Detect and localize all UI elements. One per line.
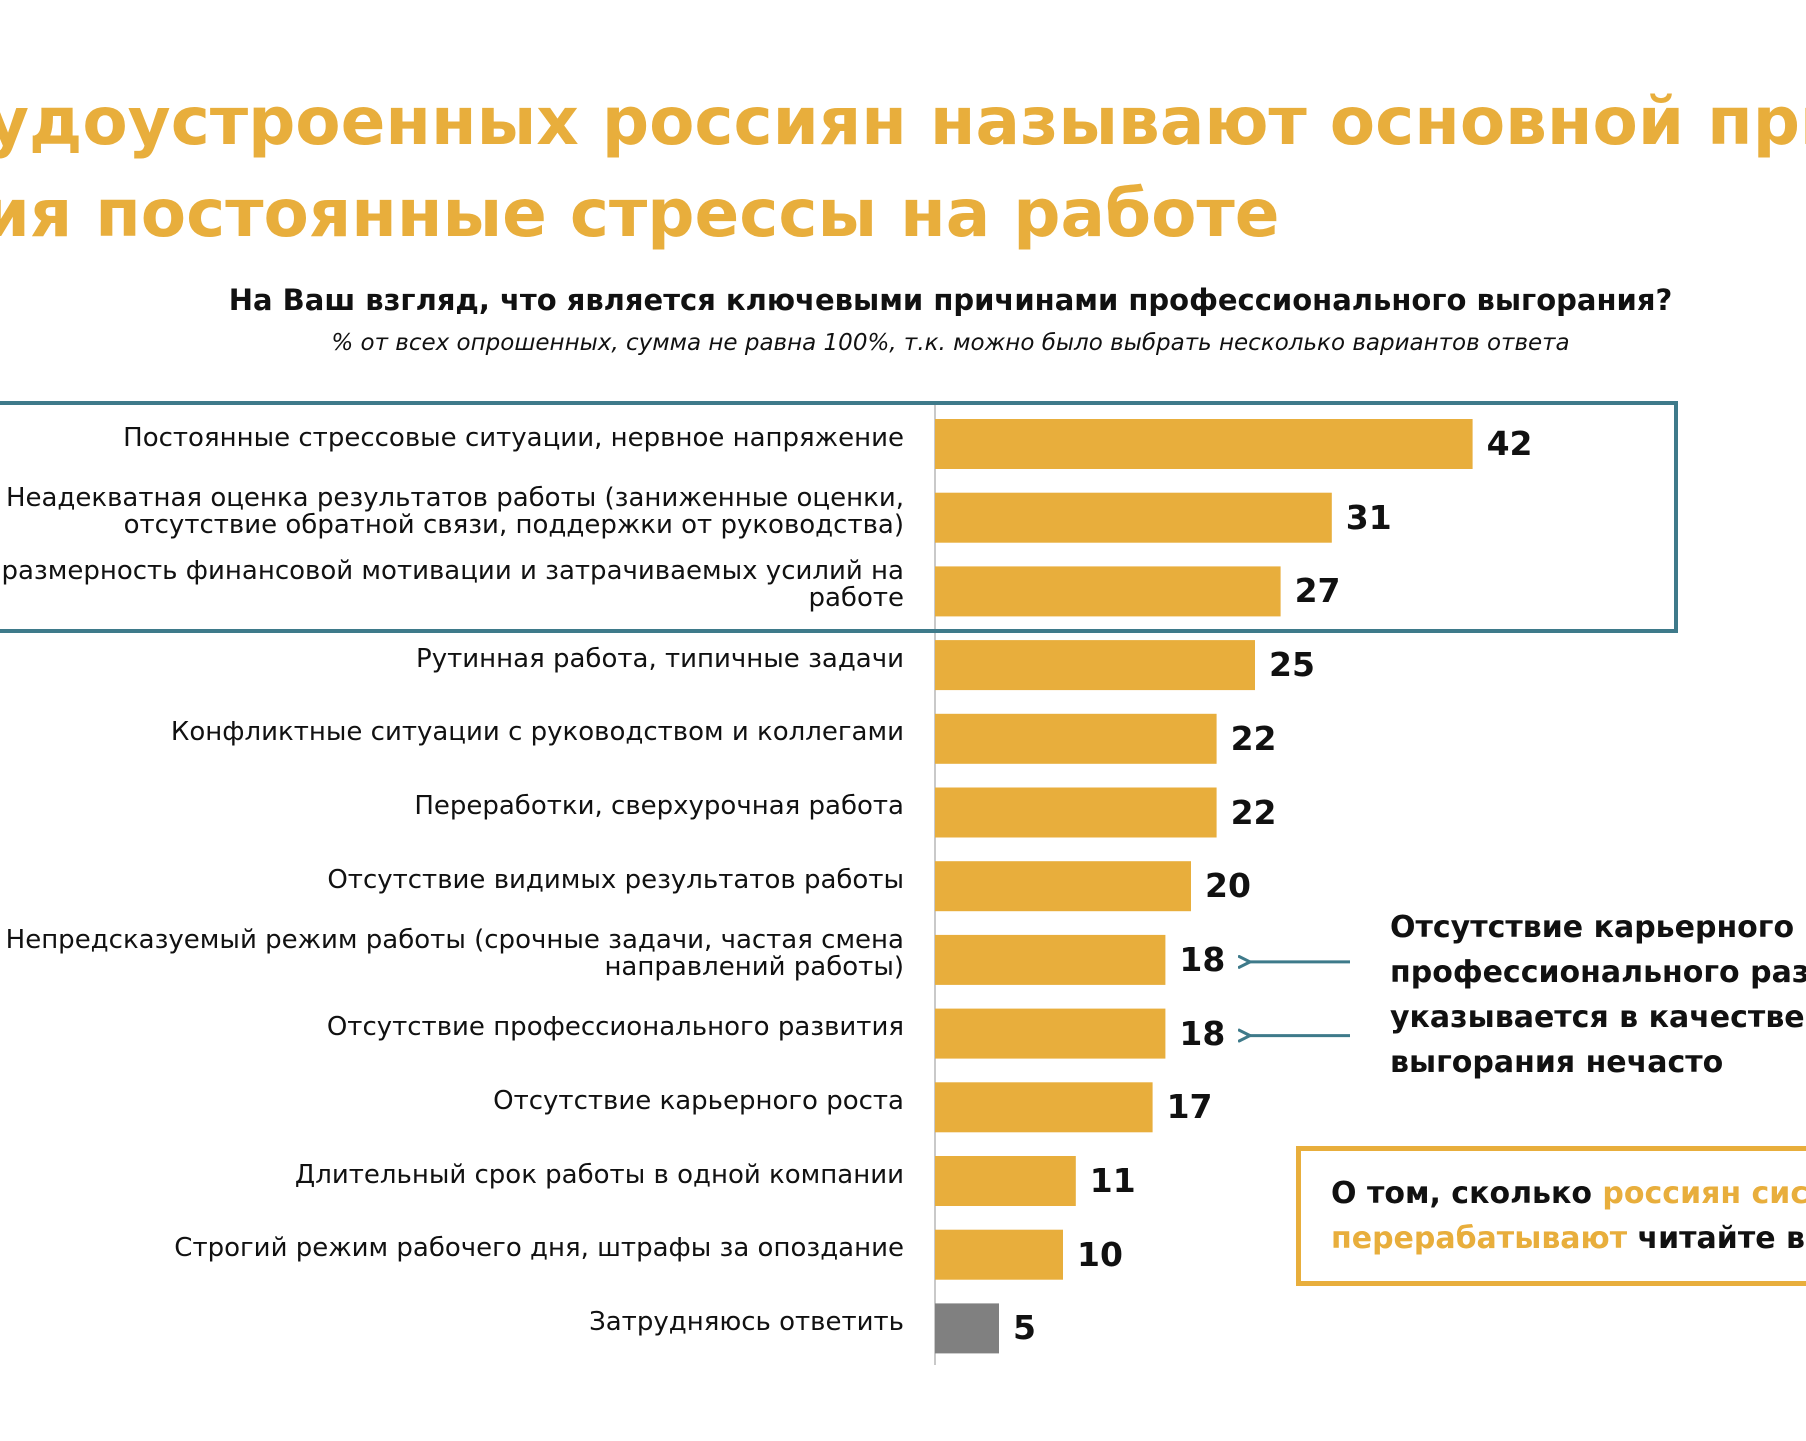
value-label: 25: [1269, 645, 1315, 685]
chart-question: На Ваш взгляд, что является ключевыми пр…: [228, 283, 1673, 317]
bar: [935, 861, 1191, 912]
category-label: Неадекватная оценка результатов работы (…: [5, 482, 904, 540]
category-label: оразмерность финансовой мотивации и затр…: [0, 556, 904, 614]
callout-line: указывается в качестве ф: [1390, 1000, 1806, 1035]
category-label: Строгий режим рабочего дня, штрафы за оп…: [174, 1233, 904, 1264]
value-label: 22: [1230, 718, 1277, 758]
bar: [935, 713, 1217, 764]
callout-text: Отсутствие карьерного ро профессионально…: [1390, 905, 1806, 1085]
category-label: Переработки, сверхурочная работа: [414, 791, 904, 821]
value-label: 27: [1294, 571, 1341, 611]
bar: [935, 1008, 1166, 1059]
value-label: 22: [1230, 792, 1277, 832]
info-highlight: россиян систе: [1602, 1176, 1806, 1211]
bar: [935, 640, 1255, 691]
value-label: 42: [1486, 424, 1533, 463]
bar: [935, 1303, 999, 1354]
headline-line-2: ния постоянные стрессы на работе: [0, 175, 1280, 252]
bar: [935, 1156, 1076, 1206]
category-label: Рутинная работа, типичные задачи: [416, 643, 904, 674]
page-headline: удоустроенных россиян называют основной …: [0, 76, 1806, 260]
category-label: Отсутствие карьерного роста: [493, 1085, 904, 1116]
info-text: читайте в: [1627, 1221, 1806, 1256]
category-label: Отсутствие видимых результатов работы: [327, 864, 904, 895]
value-label: 31: [1345, 497, 1392, 537]
highlight-frame: [0, 401, 1678, 633]
info-box: О том, сколько россиян систе перерабатыва…: [1296, 1146, 1806, 1286]
bar: [935, 492, 1332, 543]
category-label: Затрудняюсь ответить: [589, 1306, 904, 1337]
headline-line-1: удоустроенных россиян называют основной …: [0, 83, 1806, 160]
bar: [935, 787, 1217, 838]
chart-note: % от всех опрошенных, сумма не равна 100…: [331, 330, 1570, 356]
value-label: 5: [1013, 1308, 1036, 1348]
value-label: 17: [1166, 1087, 1213, 1127]
bar: [935, 1229, 1063, 1280]
callout-line: выгорания нечасто: [1390, 1045, 1724, 1080]
bar: [935, 1082, 1153, 1133]
category-label: Непредсказуемый режим работы (срочные за…: [5, 924, 904, 982]
category-label: Отсутствие профессионального развития: [326, 1012, 904, 1043]
category-label: Конфликтные ситуации с руководством и ко…: [170, 717, 904, 748]
value-label: 18: [1179, 939, 1226, 979]
category-label: Длительный срок работы в одной компании: [294, 1159, 904, 1190]
info-text: О том, сколько: [1331, 1176, 1603, 1211]
callout-line: профессионального разви: [1390, 955, 1806, 990]
value-label: 10: [1077, 1234, 1123, 1274]
value-label: 18: [1179, 1013, 1226, 1053]
bar: [935, 934, 1166, 985]
category-label: Постоянные стрессовые ситуации, нервное …: [123, 422, 904, 453]
bar: [935, 566, 1281, 617]
bar: [935, 419, 1473, 469]
callout-line: Отсутствие карьерного ро: [1390, 910, 1806, 945]
info-highlight: перерабатывают: [1331, 1221, 1628, 1256]
value-label: 11: [1089, 1161, 1136, 1200]
value-label: 20: [1205, 866, 1251, 906]
